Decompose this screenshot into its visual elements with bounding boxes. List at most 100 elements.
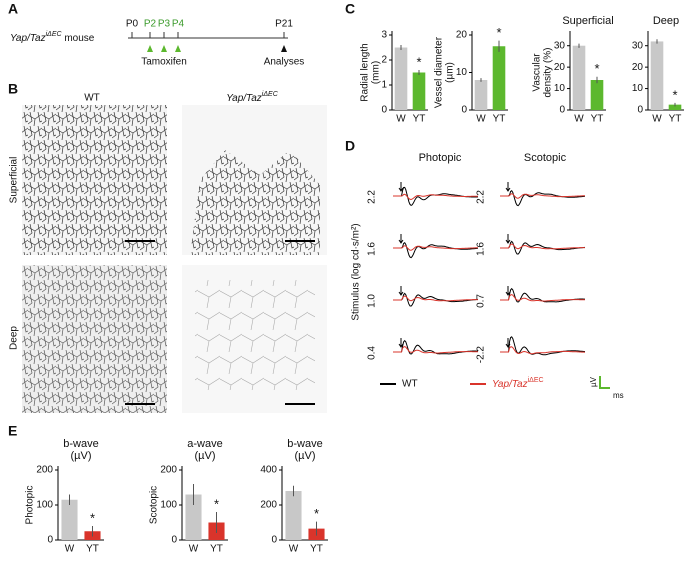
stimulus-arrow <box>398 234 404 244</box>
mouse-label: Yap/TaziΔEC mouse <box>10 31 95 44</box>
row-label: Deep <box>9 326 20 350</box>
x-tick-label: W <box>189 544 199 555</box>
y-tick-label: 10 <box>456 67 468 78</box>
stimulus-label: 1.0 <box>367 294 378 308</box>
scale-bar <box>599 376 610 389</box>
y-axis-label: (µm) <box>445 62 456 83</box>
day-label: P0 <box>126 19 139 30</box>
y-axis-label: Radial length <box>360 43 371 101</box>
x-tick-label: YT <box>310 544 323 555</box>
injection-marks <box>147 45 181 52</box>
y-tick-label: 0 <box>171 535 177 546</box>
stimulus-arrow <box>398 182 404 192</box>
x-tick-label: YT <box>413 114 426 125</box>
erg-trace <box>500 193 585 199</box>
erg-trace <box>393 242 479 259</box>
column-label: Yap/TaziΔEC <box>226 91 279 104</box>
stimulus-label: 1.6 <box>476 242 487 256</box>
bar <box>185 494 202 540</box>
timeline-ticks <box>131 32 285 38</box>
y-tick-label: 0 <box>47 535 53 546</box>
y-axis-label: density (%) <box>543 47 554 97</box>
bar <box>285 491 302 540</box>
micrographs <box>22 105 327 413</box>
stimulus-arrow <box>505 234 511 244</box>
bar <box>412 72 426 110</box>
erg-trace <box>500 346 586 355</box>
erg-trace <box>500 240 586 255</box>
bar <box>61 499 78 540</box>
erg-trace <box>393 295 479 302</box>
day-label: P4 <box>172 19 185 30</box>
significance: * <box>416 54 421 69</box>
y-axis-label: Vascular <box>532 53 543 92</box>
y-tick-label: 0 <box>559 105 565 116</box>
stimulus-arrow <box>398 338 404 348</box>
y-tick-label: 200 <box>260 500 277 511</box>
day-label: P3 <box>158 19 171 30</box>
chart-title: (µV) <box>294 450 315 462</box>
bar <box>474 80 488 110</box>
significance: * <box>90 510 95 525</box>
bar <box>492 46 506 110</box>
y-tick-label: 100 <box>160 500 177 511</box>
erg-traces <box>393 182 586 356</box>
analysis-mark <box>281 45 287 52</box>
x-tick-label: YT <box>669 114 682 125</box>
stimulus-label: 0.4 <box>367 346 378 360</box>
scale-label: ms <box>613 391 624 400</box>
panel-label: A <box>8 1 18 17</box>
x-tick-label: W <box>476 114 486 125</box>
chart-title: Superficial <box>562 15 613 27</box>
significance: * <box>594 61 599 76</box>
y-tick-label: 100 <box>36 500 53 511</box>
x-tick-label: YT <box>591 114 604 125</box>
y-axis-label: Photopic <box>25 486 36 525</box>
chart-title: a-wave <box>187 438 222 450</box>
chart-title: b-wave <box>287 438 322 450</box>
x-tick-label: W <box>396 114 406 125</box>
panel-label: B <box>8 81 18 97</box>
y-axis-label: Vessel diameter <box>434 36 445 108</box>
erg-trace <box>500 190 586 207</box>
bar <box>394 47 408 110</box>
x-tick-label: W <box>652 114 662 125</box>
erg-trace <box>393 245 478 251</box>
significance: * <box>672 87 677 102</box>
y-tick-label: 200 <box>36 465 53 476</box>
erg-trace <box>500 336 586 356</box>
bar <box>668 104 682 110</box>
column-label: WT <box>84 93 100 104</box>
erg-y-label: Stimulus (log cd·s/m²) <box>351 223 362 320</box>
x-tick-label: W <box>574 114 584 125</box>
y-tick-label: 20 <box>554 62 566 73</box>
y-tick-label: 10 <box>632 83 644 94</box>
legend-label: Yap/TaziΔEC <box>492 377 544 390</box>
stimulus-arrow <box>505 338 511 348</box>
significance: * <box>314 506 319 521</box>
x-tick-label: YT <box>86 544 99 555</box>
y-axis-label: Scotopic <box>149 486 160 524</box>
y-tick-label: 0 <box>637 105 643 116</box>
y-tick-label: 0 <box>381 105 387 116</box>
y-tick-label: 20 <box>456 30 468 41</box>
analyses-label: Analyses <box>264 57 305 68</box>
bar <box>572 45 586 110</box>
erg-trace <box>393 346 478 354</box>
y-tick-label: 200 <box>160 465 177 476</box>
stimulus-arrow <box>505 286 511 296</box>
stimulus-label: 1.6 <box>367 242 378 256</box>
stimulus-arrow <box>398 286 404 296</box>
y-tick-label: 3 <box>381 30 387 41</box>
erg-trace <box>500 294 585 302</box>
erg-trace <box>393 292 479 307</box>
y-tick-label: 0 <box>271 535 277 546</box>
chart-title: b-wave <box>63 438 98 450</box>
chart-title: (µV) <box>70 450 91 462</box>
panel-label: D <box>345 138 355 154</box>
y-tick-label: 10 <box>554 83 566 94</box>
day-label: P21 <box>275 19 293 30</box>
panel-label: E <box>8 423 17 439</box>
y-tick-label: 30 <box>554 40 566 51</box>
